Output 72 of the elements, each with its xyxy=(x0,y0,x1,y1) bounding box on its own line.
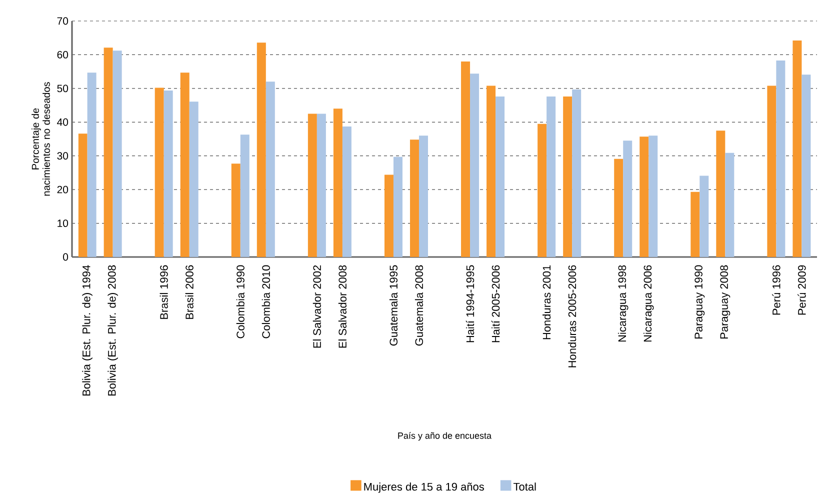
bar xyxy=(461,61,470,257)
bar xyxy=(470,74,480,257)
x-tick-label: Honduras 2005-2006 xyxy=(568,265,576,368)
bar xyxy=(486,86,496,257)
legend-label: Total xyxy=(513,482,536,491)
bar xyxy=(725,152,734,257)
x-tick-label: El Salvador 2002 xyxy=(312,265,321,348)
y-tick-label: 50 xyxy=(57,84,68,92)
y-tick-label: 20 xyxy=(57,186,68,194)
bar xyxy=(767,86,776,257)
bar xyxy=(716,130,726,257)
bar xyxy=(342,126,352,257)
bar xyxy=(776,60,786,257)
bar xyxy=(104,48,113,257)
x-tick-label: Haití 1994-1995 xyxy=(466,265,474,342)
x-axis-title: País y año de encuesta xyxy=(398,432,492,441)
bar xyxy=(189,102,198,257)
bar xyxy=(256,42,266,257)
y-tick-label: 10 xyxy=(58,220,68,228)
x-tick-label: Colombia 2010 xyxy=(262,265,270,338)
y-tick-label: 70 xyxy=(57,17,68,25)
bar xyxy=(690,192,700,257)
y-axis-title: Porcentaje de nacimientos no deseados xyxy=(32,82,50,196)
bar xyxy=(180,72,190,257)
bar xyxy=(112,50,122,257)
bar xyxy=(546,96,556,257)
bar xyxy=(623,140,632,257)
bar xyxy=(792,40,802,257)
x-tick-label: Perú 2009 xyxy=(798,265,806,315)
bar xyxy=(496,96,505,257)
x-tick-label: Brasil 1996 xyxy=(160,265,168,319)
x-tick-label: Colombia 1990 xyxy=(236,265,244,338)
x-tick-label: Guatemala 2008 xyxy=(414,265,424,346)
bar xyxy=(393,156,402,257)
y-tick-label: 40 xyxy=(57,118,68,126)
bar xyxy=(308,114,317,257)
y-tick-label: 30 xyxy=(57,152,68,160)
bar xyxy=(700,176,709,257)
x-tick-label: El Salvador 2008 xyxy=(338,265,346,348)
x-tick-label: Honduras 2001 xyxy=(542,265,551,340)
bar xyxy=(418,136,428,257)
x-tick-label: Guatemala 1995 xyxy=(389,265,398,346)
x-tick-label: Nicaragua 1998 xyxy=(618,265,628,342)
x-tick-label: Brasil 2006 xyxy=(185,265,194,319)
bar xyxy=(164,90,173,257)
x-tick-label: Bolivia (Est. Plur. de) 1994 xyxy=(82,265,92,396)
bar xyxy=(614,158,624,257)
x-tick-label: Paraguay 2008 xyxy=(720,265,730,339)
bar xyxy=(640,136,649,257)
bar xyxy=(572,89,582,257)
legend-label: Mujeres de 15 a 19 años xyxy=(364,482,484,493)
bar xyxy=(648,136,658,257)
x-tick-label: Paraguay 1990 xyxy=(694,265,705,339)
bar xyxy=(240,134,250,257)
bar xyxy=(316,114,326,257)
x-tick-label: Bolivia (Est. Plur. de) 2008 xyxy=(108,265,118,396)
x-tick-label: Nicaragua 2006 xyxy=(643,265,654,342)
y-tick-label: 60 xyxy=(57,51,68,58)
bar xyxy=(333,108,342,257)
x-tick-label: Perú 1996 xyxy=(772,265,780,315)
bar xyxy=(563,96,572,257)
bar xyxy=(231,164,240,257)
bar xyxy=(802,74,811,257)
bar xyxy=(154,88,164,257)
bar xyxy=(384,174,394,257)
bar xyxy=(266,82,275,257)
bar xyxy=(87,72,96,257)
bar xyxy=(538,124,547,257)
x-tick-label: Haití 2005-2006 xyxy=(491,265,500,342)
y-tick-label: 0 xyxy=(63,253,68,261)
bar xyxy=(78,134,88,257)
bar xyxy=(410,140,419,257)
